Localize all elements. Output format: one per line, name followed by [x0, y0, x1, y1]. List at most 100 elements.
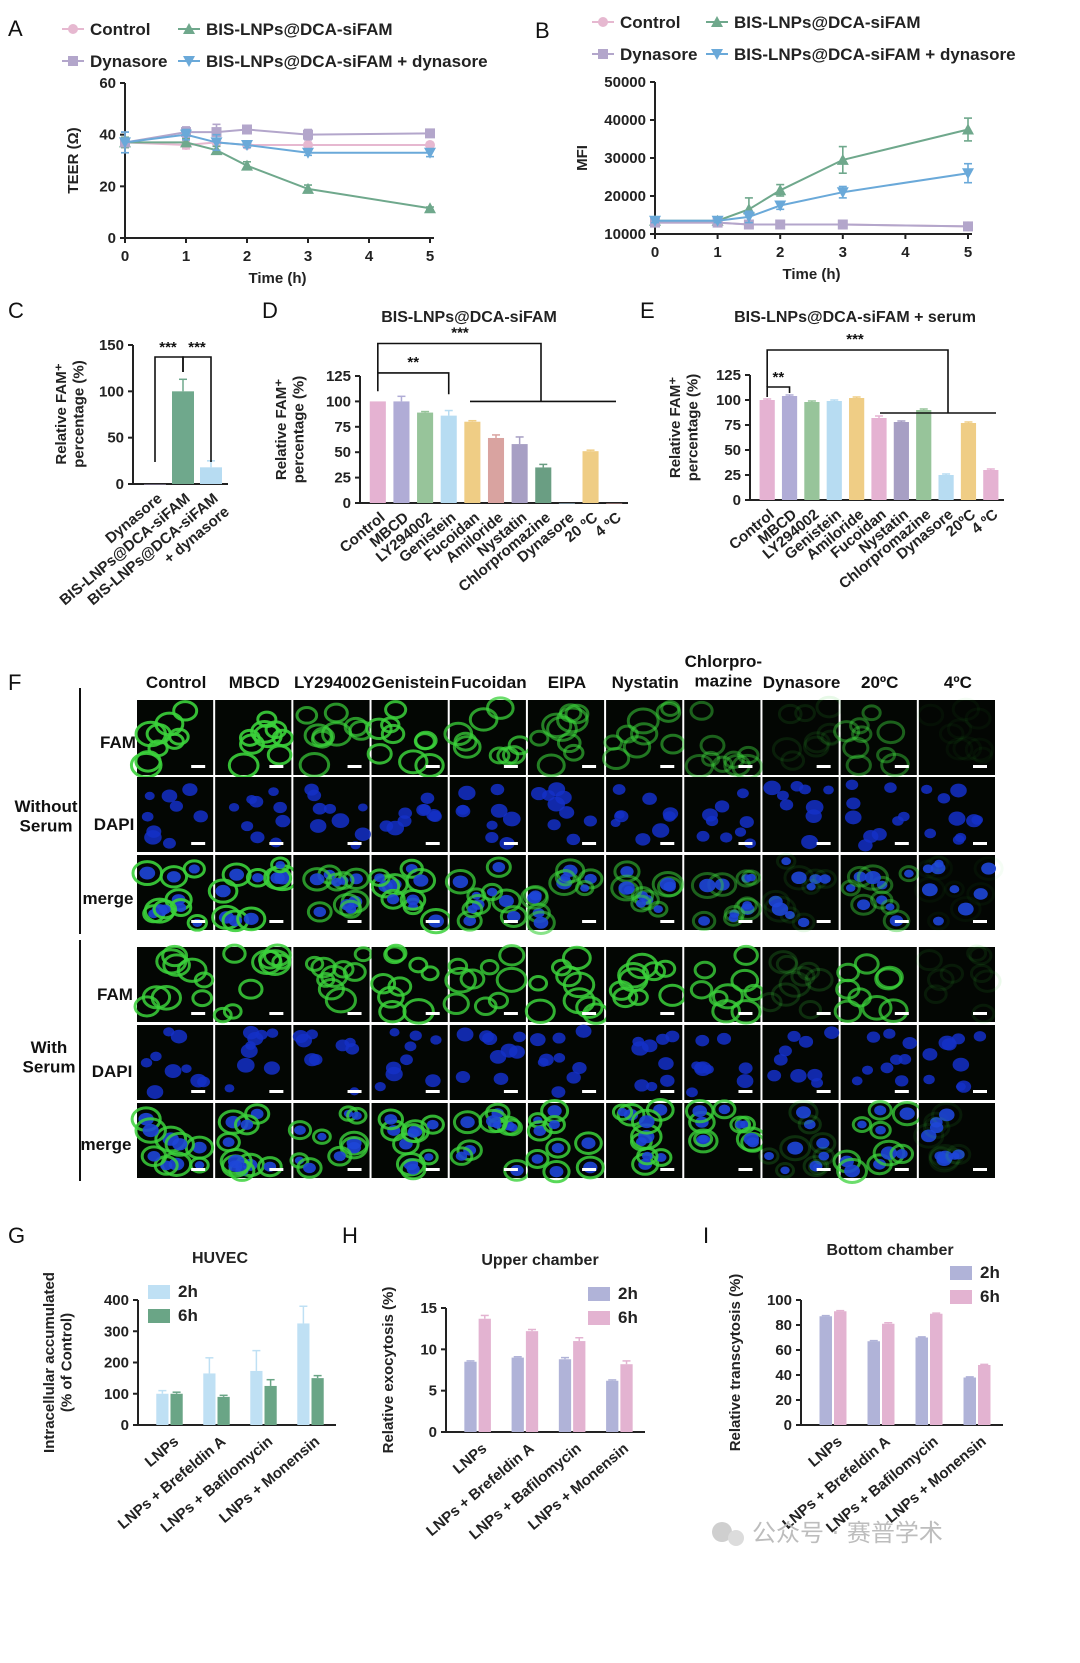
dapi-nucleus [662, 807, 679, 821]
fam-cell [536, 753, 566, 778]
bar [978, 1365, 991, 1425]
data-point [425, 128, 435, 139]
fam-cell [712, 755, 734, 773]
dapi-nucleus [530, 1033, 546, 1047]
bar [525, 1331, 539, 1432]
bar [573, 1341, 586, 1432]
x-tick-label: 4 ºC [592, 509, 625, 541]
merge-cell [856, 864, 890, 891]
x-tick-label: 2 [776, 244, 784, 261]
merge-cell [380, 888, 406, 910]
x-tick-label: 4 [901, 244, 910, 261]
y-tick-label: 25 [724, 467, 741, 484]
fam-cell [689, 980, 714, 1000]
merge-nucleus [309, 873, 325, 886]
merge-cell [945, 1147, 965, 1165]
merge-cell [966, 882, 996, 906]
merge-cell [302, 867, 333, 892]
dapi-nucleus [801, 834, 819, 850]
fam-cell [798, 1000, 823, 1020]
merge-cell [880, 899, 900, 915]
merge-nucleus [158, 904, 171, 915]
scale-bar [738, 920, 753, 923]
chart-title: Upper chamber [481, 1252, 598, 1269]
dapi-nucleus [273, 801, 287, 814]
merge-nucleus [455, 1151, 468, 1161]
chart-b: Control BIS-LNPs@DCA-siFAM Dynasore BIS-LNP… [574, 13, 1016, 283]
scale-bar [503, 1168, 518, 1171]
y-tick-label: 125 [716, 367, 741, 384]
scale-bar [894, 1090, 909, 1093]
dapi-nucleus [898, 1054, 912, 1065]
dapi-nucleus [197, 1076, 211, 1088]
dapi-nucleus [776, 790, 789, 801]
scale-bar [894, 1012, 909, 1015]
data-point [303, 140, 313, 150]
scale-bar [973, 1012, 987, 1015]
bar [606, 503, 623, 504]
fam-cell [708, 989, 729, 1007]
fam-cell [797, 961, 821, 981]
scale-bar [738, 1168, 753, 1171]
series-line [655, 128, 969, 222]
fam-cell [655, 701, 682, 723]
fam-cell [353, 946, 373, 963]
scale-bar [191, 765, 206, 768]
merge-nucleus [406, 894, 420, 906]
dapi-nucleus [798, 1035, 814, 1048]
fam-cell [968, 945, 993, 966]
dapi-nucleus [275, 814, 291, 828]
watermark-text: 公众号 · 赛普学术 [752, 1519, 943, 1547]
scale-bar [191, 1090, 206, 1093]
merge-nucleus [806, 882, 816, 891]
merge-nucleus [240, 1119, 254, 1130]
bar [963, 1377, 976, 1425]
series-line [655, 172, 969, 222]
dapi-nucleus [416, 803, 431, 816]
dapi-nucleus [767, 1069, 782, 1082]
fam-cell [780, 750, 806, 771]
y-tick-label: 40000 [604, 112, 646, 129]
bar [960, 423, 977, 500]
dapi-nucleus [635, 833, 651, 846]
fam-cell [618, 967, 649, 993]
merge-cell [916, 859, 940, 879]
dapi-nucleus [952, 1057, 970, 1072]
merge-cell [134, 1117, 167, 1144]
dapi-nucleus [652, 823, 670, 838]
merge-cell [733, 897, 762, 921]
dapi-nucleus [966, 814, 982, 828]
legend-swatch [950, 1266, 972, 1280]
scale-bar [425, 1090, 440, 1093]
dapi-nucleus [430, 1035, 442, 1045]
merge-nucleus [950, 1152, 960, 1160]
y-tick-label: 75 [334, 419, 351, 436]
y-tick-label: 40 [775, 1367, 792, 1384]
merge-cell [526, 910, 556, 935]
dapi-nucleus [566, 1071, 581, 1084]
merge-cell [741, 869, 762, 886]
fam-cell [689, 700, 714, 721]
bar [464, 421, 481, 503]
fam-cell [861, 995, 893, 1021]
fam-cell [370, 973, 397, 995]
x-tick-label: LNPs [142, 1433, 182, 1471]
scale-bar [503, 765, 518, 768]
fam-cell [575, 995, 604, 1019]
group-label-line: Serum [23, 1058, 76, 1077]
merge-cell [729, 1115, 752, 1134]
merge-cell [791, 912, 816, 933]
fam-cell [212, 1006, 233, 1024]
dapi-nucleus [823, 785, 834, 795]
y-tick-label: 50000 [604, 74, 646, 91]
merge-cell [186, 914, 208, 932]
merge-nucleus [374, 873, 385, 883]
merge-cell [616, 1102, 646, 1127]
dapi-nucleus [425, 1074, 441, 1088]
dapi-nucleus [331, 813, 350, 829]
merge-cell [943, 880, 965, 898]
merge-nucleus [698, 916, 710, 926]
scale-bar [582, 842, 597, 845]
dapi-nucleus [485, 831, 499, 843]
